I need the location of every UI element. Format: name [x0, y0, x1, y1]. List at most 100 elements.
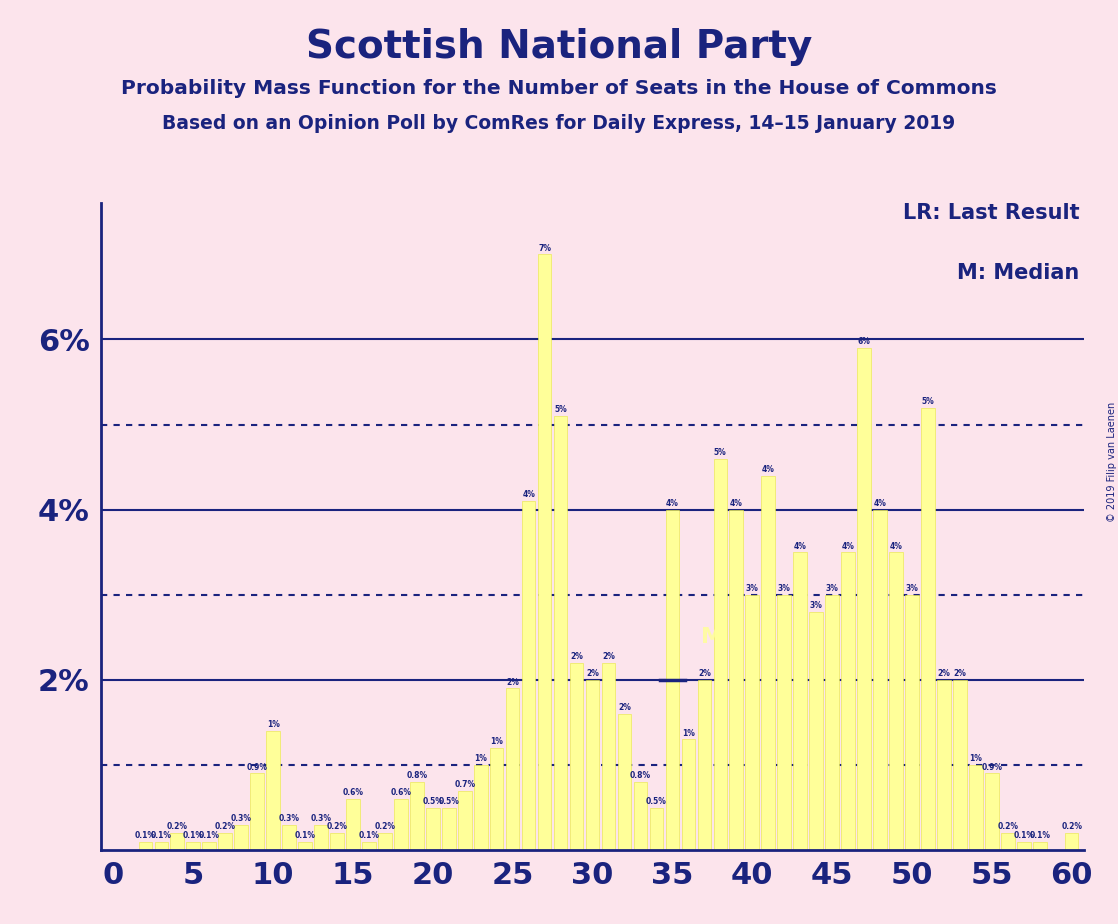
Text: 0.3%: 0.3% — [278, 814, 300, 823]
Bar — [522, 501, 536, 850]
Text: 0.1%: 0.1% — [199, 831, 220, 840]
Text: 0.5%: 0.5% — [423, 796, 443, 806]
Text: 0.2%: 0.2% — [167, 822, 188, 832]
Bar — [794, 553, 807, 850]
Bar — [1033, 842, 1046, 850]
Bar — [570, 663, 584, 850]
Bar — [858, 348, 871, 850]
Bar — [1017, 842, 1031, 850]
Text: Scottish National Party: Scottish National Party — [306, 28, 812, 66]
Bar — [601, 663, 615, 850]
Text: 0.1%: 0.1% — [359, 831, 379, 840]
Bar — [969, 765, 983, 850]
Bar — [474, 765, 487, 850]
Bar — [906, 595, 919, 850]
Bar — [202, 842, 216, 850]
Text: 2%: 2% — [698, 669, 711, 678]
Text: 1%: 1% — [474, 754, 487, 763]
Text: 4%: 4% — [761, 465, 775, 474]
Text: 0.1%: 0.1% — [151, 831, 172, 840]
Bar — [730, 510, 743, 850]
Text: 4%: 4% — [794, 541, 806, 551]
Bar — [586, 680, 599, 850]
Text: 0.3%: 0.3% — [230, 814, 252, 823]
Bar — [713, 458, 727, 850]
Text: 0.2%: 0.2% — [326, 822, 348, 832]
Bar — [347, 799, 360, 850]
Bar — [395, 799, 408, 850]
Bar — [937, 680, 950, 850]
Text: 4%: 4% — [890, 541, 902, 551]
Bar — [458, 791, 472, 850]
Text: 0.2%: 0.2% — [215, 822, 236, 832]
Bar — [218, 833, 233, 850]
Text: 0.2%: 0.2% — [997, 822, 1018, 832]
Bar — [1001, 833, 1015, 850]
Text: 2%: 2% — [586, 669, 599, 678]
Text: 4%: 4% — [842, 541, 854, 551]
Text: 0.6%: 0.6% — [390, 788, 411, 797]
Text: 0.1%: 0.1% — [1013, 831, 1034, 840]
Text: 3%: 3% — [809, 602, 823, 610]
Bar — [889, 553, 903, 850]
Bar — [187, 842, 200, 850]
Text: 2%: 2% — [618, 703, 631, 712]
Bar — [362, 842, 376, 850]
Bar — [650, 808, 663, 850]
Text: 4%: 4% — [730, 499, 742, 508]
Bar — [314, 824, 328, 850]
Text: 0.1%: 0.1% — [182, 831, 203, 840]
Bar — [442, 808, 456, 850]
Text: 0.2%: 0.2% — [1061, 822, 1082, 832]
Text: 1%: 1% — [969, 754, 983, 763]
Bar — [426, 808, 439, 850]
Text: 4%: 4% — [873, 499, 887, 508]
Bar — [139, 842, 152, 850]
Bar — [505, 688, 520, 850]
Bar — [761, 476, 775, 850]
Text: M: Median: M: Median — [957, 262, 1080, 283]
Text: 0.1%: 0.1% — [294, 831, 315, 840]
Text: 3%: 3% — [906, 584, 918, 593]
Text: 3%: 3% — [746, 584, 759, 593]
Text: 3%: 3% — [826, 584, 838, 593]
Text: Probability Mass Function for the Number of Seats in the House of Commons: Probability Mass Function for the Number… — [121, 79, 997, 98]
Text: 5%: 5% — [714, 448, 727, 456]
Text: 0.6%: 0.6% — [342, 788, 363, 797]
Text: M: M — [701, 627, 723, 648]
Bar — [698, 680, 711, 850]
Bar — [777, 595, 792, 850]
Text: 1%: 1% — [491, 737, 503, 747]
Bar — [250, 773, 264, 850]
Text: Based on an Opinion Poll by ComRes for Daily Express, 14–15 January 2019: Based on an Opinion Poll by ComRes for D… — [162, 114, 956, 133]
Text: 0.7%: 0.7% — [454, 780, 475, 789]
Text: 0.3%: 0.3% — [311, 814, 332, 823]
Bar — [266, 731, 280, 850]
Text: 7%: 7% — [538, 244, 551, 252]
Text: 2%: 2% — [603, 652, 615, 662]
Bar — [682, 739, 695, 850]
Text: 0.5%: 0.5% — [438, 796, 459, 806]
Text: 2%: 2% — [570, 652, 582, 662]
Bar — [634, 782, 647, 850]
Text: 5%: 5% — [921, 396, 935, 406]
Text: 0.8%: 0.8% — [629, 772, 651, 780]
Text: 0.9%: 0.9% — [247, 763, 267, 772]
Bar — [410, 782, 424, 850]
Text: 3%: 3% — [778, 584, 790, 593]
Bar — [873, 510, 887, 850]
Bar — [825, 595, 838, 850]
Bar — [538, 254, 551, 850]
Text: 0.5%: 0.5% — [646, 796, 666, 806]
Bar — [553, 416, 568, 850]
Bar — [490, 748, 503, 850]
Bar — [170, 833, 184, 850]
Text: © 2019 Filip van Laenen: © 2019 Filip van Laenen — [1108, 402, 1117, 522]
Text: 0.8%: 0.8% — [406, 772, 427, 780]
Bar — [665, 510, 680, 850]
Text: 1%: 1% — [682, 729, 694, 737]
Bar — [330, 833, 344, 850]
Text: 6%: 6% — [858, 337, 871, 346]
Text: 0.9%: 0.9% — [982, 763, 1003, 772]
Text: 4%: 4% — [666, 499, 679, 508]
